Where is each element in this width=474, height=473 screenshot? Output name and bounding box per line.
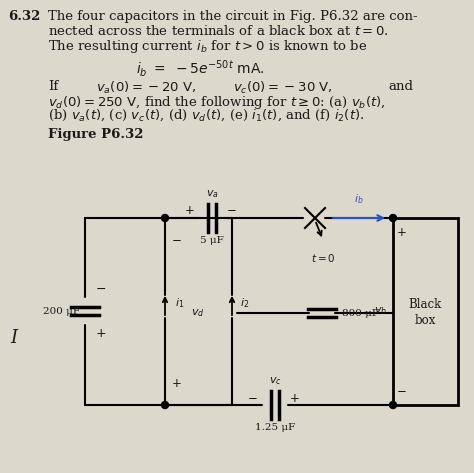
Text: +: + bbox=[397, 226, 407, 238]
Circle shape bbox=[162, 402, 168, 409]
Text: $v_d(0) = 250\ \mathrm{V}$, find the following for $t \geq 0$: (a) $v_b(t)$,: $v_d(0) = 250\ \mathrm{V}$, find the fol… bbox=[48, 94, 385, 111]
Text: −: − bbox=[172, 234, 182, 246]
Text: (b) $v_a(t)$, (c) $v_c(t)$, (d) $v_d(t)$, (e) $i_1(t)$, and (f) $i_2(t)$.: (b) $v_a(t)$, (c) $v_c(t)$, (d) $v_d(t)$… bbox=[48, 108, 365, 123]
Text: If: If bbox=[48, 80, 58, 93]
Text: 6.32: 6.32 bbox=[8, 10, 40, 23]
Circle shape bbox=[390, 402, 396, 409]
Text: and: and bbox=[388, 80, 413, 93]
Text: I: I bbox=[10, 329, 17, 347]
Text: $v_c$: $v_c$ bbox=[269, 375, 282, 387]
Text: Figure P6.32: Figure P6.32 bbox=[48, 128, 144, 141]
Text: Black: Black bbox=[409, 298, 442, 310]
Text: +: + bbox=[172, 377, 182, 389]
Text: The four capacitors in the circuit in Fig. P6.32 are con-: The four capacitors in the circuit in Fi… bbox=[48, 10, 418, 23]
Text: 5 μF: 5 μF bbox=[200, 236, 224, 245]
Text: nected across the terminals of a black box at $t = 0$.: nected across the terminals of a black b… bbox=[48, 24, 389, 38]
Text: −: − bbox=[227, 203, 237, 217]
Text: −: − bbox=[96, 282, 106, 296]
Text: $i_b \ = \ -5e^{-50t}\ \mathrm{mA}.$: $i_b \ = \ -5e^{-50t}\ \mathrm{mA}.$ bbox=[136, 58, 264, 79]
Text: $v_d$: $v_d$ bbox=[191, 307, 205, 319]
Text: box: box bbox=[414, 314, 436, 326]
Text: 800 μF: 800 μF bbox=[342, 308, 379, 317]
Text: +: + bbox=[290, 392, 300, 404]
Text: $t=0$: $t=0$ bbox=[310, 252, 335, 264]
Text: −: − bbox=[248, 392, 258, 404]
Text: $v_c(0) = -30\ \mathrm{V},$: $v_c(0) = -30\ \mathrm{V},$ bbox=[233, 80, 333, 96]
Text: $i_2$: $i_2$ bbox=[240, 296, 249, 310]
Text: −: − bbox=[397, 385, 407, 397]
Text: $i_b$: $i_b$ bbox=[354, 192, 364, 206]
Text: $v_a(0) = -20\ \mathrm{V},$: $v_a(0) = -20\ \mathrm{V},$ bbox=[96, 80, 196, 96]
Circle shape bbox=[162, 214, 168, 221]
Bar bbox=[393, 218, 458, 405]
Text: $i_1$: $i_1$ bbox=[175, 296, 184, 310]
Text: 1.25 μF: 1.25 μF bbox=[255, 423, 295, 432]
Text: +: + bbox=[185, 203, 195, 217]
Circle shape bbox=[390, 214, 396, 221]
Text: $v_b$: $v_b$ bbox=[374, 305, 387, 317]
Text: The resulting current $i_b$ for $t > 0$ is known to be: The resulting current $i_b$ for $t > 0$ … bbox=[48, 38, 367, 55]
Text: +: + bbox=[96, 326, 106, 340]
Text: 200 μF: 200 μF bbox=[43, 307, 80, 315]
Text: $v_a$: $v_a$ bbox=[206, 188, 219, 200]
